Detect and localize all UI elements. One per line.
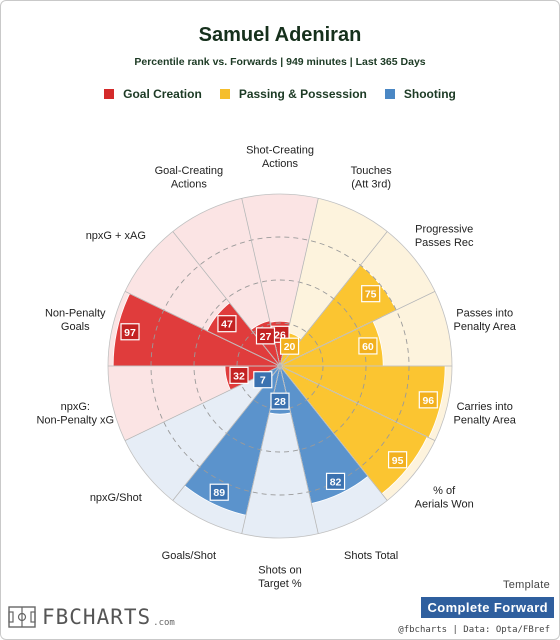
- value-label-box-passes-into-penalty-area: [358, 337, 378, 355]
- category-label-progressive-passes-rec: Progressive Passes Rec: [415, 223, 474, 249]
- category-label-shot-creating-actions: Shot-Creating Actions: [246, 144, 314, 170]
- value-label-goal-creating-actions: 27: [260, 331, 272, 343]
- legend-item-shooting: Shooting: [384, 87, 456, 101]
- legend-item-passing-possession: Passing & Possession: [219, 87, 367, 101]
- radar-spoke-13: [124, 291, 281, 367]
- value-label-of-aerials-won: 95: [392, 455, 404, 467]
- value-label-box-shots-on-target: [270, 392, 290, 410]
- value-label-shot-creating-actions: 26: [274, 329, 286, 341]
- legend-label-goal-creation: Goal Creation: [123, 87, 202, 101]
- radar-spoke-7: [279, 365, 388, 501]
- legend-label-passing-possession: Passing & Possession: [238, 87, 367, 101]
- category-label-goal-creating-actions: Goal-Creating Actions: [155, 165, 223, 191]
- value-label-goals-shot: 89: [213, 487, 225, 499]
- value-label-box-progressive-passes-rec: [361, 285, 381, 303]
- category-label-touches-att-3rd: Touches (Att 3rd): [351, 165, 392, 191]
- category-label-of-aerials-won: % of Aerials Won: [415, 485, 474, 511]
- legend-swatch-shooting: [384, 89, 395, 99]
- category-label-carries-into-penalty-area: Carries into Penalty Area: [454, 401, 517, 427]
- category-label-npxg-shot: npxG/Shot: [90, 492, 142, 504]
- value-label-box-goals-shot: [209, 483, 229, 501]
- value-label-box-shots-total: [325, 472, 346, 490]
- value-label-npxg-xag: 47: [221, 319, 233, 331]
- value-label-npxg-non-penalty-xg: 32: [233, 370, 245, 382]
- credit-text: @fbcharts | Data: Opta/FBref: [398, 625, 550, 635]
- brand-logo: FBCHARTS .com: [8, 606, 175, 628]
- value-label-passes-into-penalty-area: 60: [362, 341, 374, 353]
- legend-swatch-goal-creation: [104, 89, 115, 99]
- value-label-progressive-passes-rec: 75: [365, 289, 377, 301]
- pitch-icon: [8, 606, 36, 628]
- radar-spoke-10: [172, 365, 281, 501]
- value-label-box-goal-creating-actions: [255, 327, 276, 345]
- brand-text: FBCHARTS: [42, 604, 152, 629]
- chart-title: Samuel Adeniran: [198, 24, 362, 46]
- legend-swatch-passing-possession: [219, 89, 230, 99]
- category-label-non-penalty-goals: Non-Penalty Goals: [45, 308, 106, 334]
- radar-spoke-6: [279, 365, 436, 441]
- category-label-npxg-non-penalty-xg: npxG: Non-Penalty xG: [36, 401, 114, 427]
- value-label-box-npxg-shot: [253, 371, 273, 389]
- radar-category-labels: Shot-Creating Actions Touches (Att 3rd) Prog…: [36, 144, 516, 590]
- category-label-npxg-xag: npxG + xAG: [86, 230, 146, 242]
- legend-label-shooting: Shooting: [403, 87, 456, 101]
- template-badge: Complete Forward: [421, 597, 554, 618]
- value-label-box-npxg-xag: [217, 315, 237, 333]
- value-label-box-of-aerials-won: [387, 451, 408, 469]
- category-label-goals-shot: Goals/Shot: [162, 550, 216, 562]
- value-label-box-touches-att-3rd: [279, 337, 300, 355]
- brand-suffix: .com: [153, 618, 175, 628]
- legend: Goal Creation Passing & Possession Shoot…: [0, 87, 560, 101]
- category-label-passes-into-penalty-area: Passes into Penalty Area: [454, 308, 517, 334]
- category-label-shots-total: Shots Total: [344, 550, 398, 562]
- radar-spoke-4: [279, 291, 436, 367]
- value-label-carries-into-penalty-area: 96: [422, 395, 434, 407]
- value-label-npxg-shot: 7: [260, 375, 266, 387]
- value-label-shots-total: 82: [330, 476, 342, 488]
- chart-subtitle: Percentile rank vs. Forwards | 949 minut…: [134, 56, 426, 68]
- value-label-box-non-penalty-goals: [120, 323, 140, 341]
- value-label-non-penalty-goals: 97: [124, 327, 136, 339]
- value-label-box-npxg-non-penalty-xg: [229, 366, 249, 384]
- legend-item-goal-creation: Goal Creation: [104, 87, 202, 101]
- template-label: Template: [502, 579, 550, 591]
- value-label-touches-att-3rd: 20: [284, 341, 296, 353]
- value-label-box-carries-into-penalty-area: [418, 391, 438, 409]
- category-label-shots-on-target: Shots on Target %: [258, 564, 302, 590]
- value-label-shots-on-target: 28: [274, 396, 286, 408]
